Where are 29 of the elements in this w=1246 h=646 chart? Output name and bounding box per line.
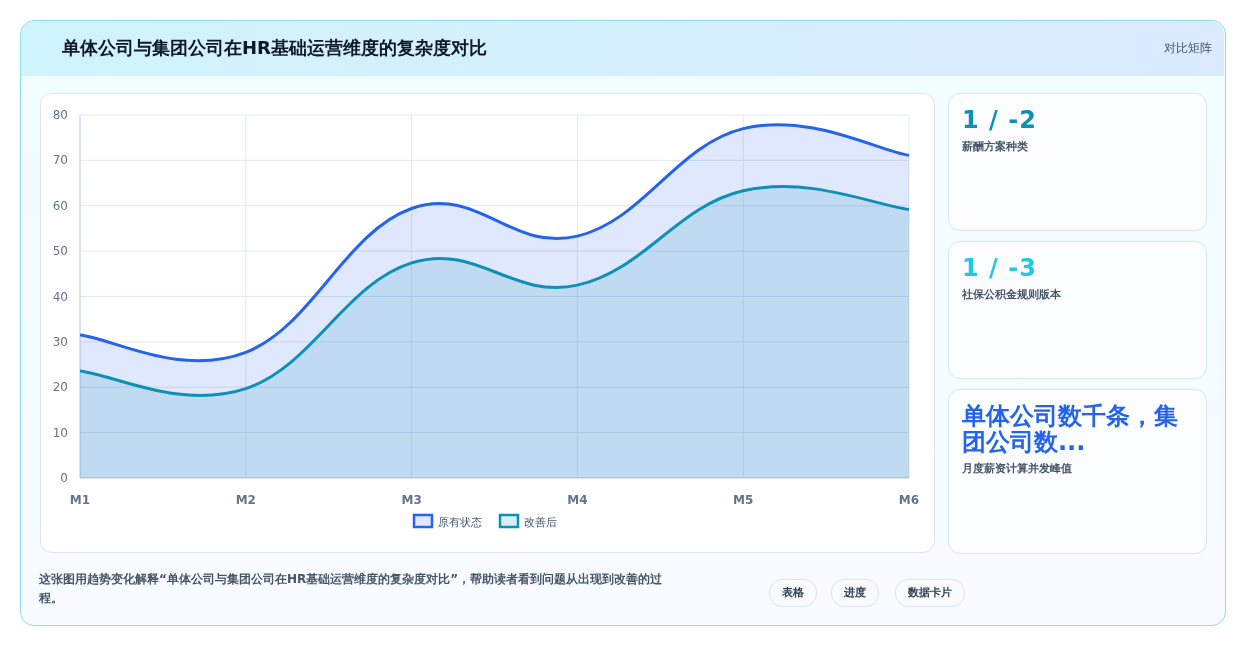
x-tick-label: M1 xyxy=(69,493,91,507)
x-tick-label: M6 xyxy=(898,493,920,507)
annotation: 对比矩阵 xyxy=(1164,40,1212,57)
y-tick-label: 0 xyxy=(60,471,68,485)
annotation: 1 / -3 xyxy=(962,255,1037,281)
annotation: 单体公司数千条，集团公司数... xyxy=(962,403,1179,455)
annotation: 薪酬方案种类 xyxy=(962,139,1028,154)
annotation: 进度 xyxy=(831,579,879,607)
x-tick-label: M2 xyxy=(235,493,256,507)
y-tick-label: 70 xyxy=(52,153,68,168)
x-tick-label: M5 xyxy=(733,493,754,507)
annotation: 表格 xyxy=(769,579,817,607)
y-tick-label: 60 xyxy=(52,198,68,213)
annotation: 1 / -2 xyxy=(962,107,1037,133)
y-tick-label: 50 xyxy=(52,244,68,259)
x-tick-label: M4 xyxy=(567,493,588,507)
title: 单体公司与集团公司在HR基础运营维度的复杂度对比 xyxy=(62,36,487,60)
annotation: 月度薪资计算并发峰值 xyxy=(962,461,1072,476)
annotation: 数据卡片 xyxy=(895,579,965,607)
y-tick-label: 30 xyxy=(52,334,68,349)
annotation: 这张图用趋势变化解释“单体公司与集团公司在HR基础运营维度的复杂度对比”，帮助读者看到问题从出现到改善的过程。 xyxy=(39,571,664,607)
y-tick-label: 40 xyxy=(52,289,68,304)
y-tick-label: 80 xyxy=(52,108,68,122)
legend-label: 改善后 xyxy=(524,516,557,529)
annotation: 社保公积金规则版本 xyxy=(962,287,1061,302)
y-tick-label: 10 xyxy=(52,425,68,440)
y-tick-label: 20 xyxy=(52,380,68,395)
x-tick-label: M3 xyxy=(401,493,422,507)
legend-label: 原有状态 xyxy=(438,516,482,529)
